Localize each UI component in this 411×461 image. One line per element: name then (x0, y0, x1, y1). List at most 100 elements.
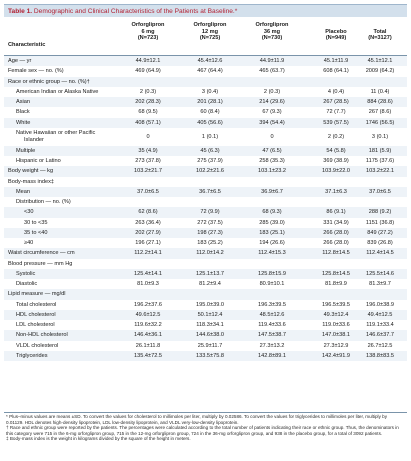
table-cell: 285 (39.0) (259, 219, 285, 226)
table-caption: Demographic and Clinical Characteristics… (33, 8, 238, 15)
row-label: Hispanic or Latino (16, 158, 61, 164)
table-row: <30 62 (8.6) 72 (9.9) 68 (9.3) 86 (9.1) 288 (… (4, 207, 407, 218)
table-cell: 112.8±14.5 (322, 250, 350, 257)
table-cell: 68 (9.5) (138, 109, 158, 116)
column-header-line: 6 mg (141, 28, 155, 35)
row-label: Lipid measure — mg/dl (8, 291, 66, 298)
column-header: Total (N=3127) (351, 22, 409, 42)
bottom-rule (4, 412, 407, 413)
row-label: Multiple (16, 147, 36, 154)
row-label: VLDL cholesterol (16, 342, 59, 349)
table-cell: 48.5±12.6 (259, 311, 285, 318)
table-cell: 884 (28.6) (367, 99, 393, 105)
table-cell: 196.3±39.5 (258, 301, 286, 308)
table-row: Systolic 125.4±14.1 125.1±13.7 125.8±15.9 12… (4, 268, 407, 279)
table-cell: 112.4±15.3 (258, 250, 286, 257)
table-row: Non-HDL cholesterol 146.4±36.1 144.6±38.0 1… (4, 330, 407, 341)
row-label: Blood pressure — mm Hg (8, 260, 73, 267)
table-cell: 44.9±11.9 (259, 58, 285, 64)
footnote: † Race and ethnic group were reported by… (6, 425, 399, 436)
table-cell: 2 (0.3) (139, 88, 157, 95)
table-cell: 44.9±12.1 (135, 58, 161, 64)
table-cell: 54 (5.8) (326, 147, 346, 154)
table-cell: 183 (25.2) (197, 240, 223, 246)
table-cell: 331 (34.9) (323, 219, 349, 226)
table-cell: 112.2±14.1 (134, 250, 162, 257)
table-cell: 469 (64.9) (135, 68, 161, 75)
table-cell: 119.6±32.2 (134, 322, 162, 328)
table-cell: 80.9±10.1 (259, 281, 285, 287)
table-row: Hispanic or Latino 273 (37.8) 275 (37.9) 25… (4, 156, 407, 166)
row-label: <30 (24, 209, 34, 216)
table-row: LDL cholesterol 119.6±32.2 118.3±34.1 119.4… (4, 320, 407, 330)
table-cell: 26.7±12.5 (367, 342, 393, 349)
table-cell: 11 (0.4) (370, 88, 390, 95)
table-cell: 138.8±83.5 (366, 352, 394, 359)
table-cell: 147.5±38.7 (258, 332, 286, 339)
column-header-line: (N=949) (325, 35, 347, 42)
table-cell: 266 (28.0) (323, 229, 349, 236)
table-cell: 288 (9.2) (368, 209, 392, 216)
table-cell: 25.9±11.7 (197, 342, 223, 349)
table-cell: 198 (27.3) (197, 229, 223, 236)
table-cell: 196.2±37.6 (134, 301, 162, 308)
row-label: Female sex — no. (%) (8, 68, 64, 75)
table-cell: 214 (29.6) (259, 99, 285, 105)
footnotes: * Plus–minus values are means ±SD. To co… (6, 414, 404, 442)
table-row: ≥40 196 (27.1) 183 (25.2) 194 (26.6) 266 (28… (4, 238, 407, 248)
table-row: White 408 (57.1) 405 (56.6) 394 (54.4) 539 (… (4, 117, 407, 128)
table-cell: 81.8±9.9 (325, 281, 347, 287)
table-cell: 49.6±12.5 (135, 311, 161, 318)
table-cell: 539 (57.5) (323, 119, 349, 126)
table-cell: 81.3±9.7 (369, 281, 391, 287)
row-label: Body-mass index‡ (8, 178, 55, 185)
table-row: HDL cholesterol 49.6±12.5 50.1±12.4 48.5±12… (4, 309, 407, 320)
table-cell: 3 (0.4) (201, 88, 219, 95)
table-cell: 272 (37.5) (197, 219, 223, 226)
table-cell: 202 (27.9) (135, 229, 161, 236)
table-cell: 45.4±12.6 (197, 58, 223, 64)
table-row: Body weight — kg 103.2±21.7 102.2±21.6 103.… (4, 166, 407, 177)
table-cell: 144.6±38.0 (196, 332, 224, 339)
table-cell: 60 (8.4) (200, 109, 220, 116)
table-cell: 119.1±33.4 (366, 322, 394, 328)
table-cell: 201 (28.1) (197, 99, 223, 105)
table-cell: 394 (54.4) (259, 119, 285, 126)
table-cell: 608 (64.1) (323, 68, 349, 75)
table-cell: 62 (8.6) (138, 209, 158, 216)
table-cell: 125.1±13.7 (196, 270, 224, 277)
column-header-line (351, 22, 409, 29)
row-label: Systolic (16, 270, 36, 277)
table-row: Body-mass index‡ (4, 177, 407, 187)
table-cell: 125.8±14.5 (322, 270, 350, 277)
table-cell: 146.6±37.7 (366, 332, 394, 339)
table-cell: 125.5±14.6 (366, 270, 394, 277)
footnote: ‡ Body-mass index is the weight in kilog… (6, 436, 191, 442)
row-label: Distribution — no. (%) (16, 199, 71, 205)
row-label: Total cholesterol (16, 301, 57, 308)
row-label: Race or ethnic group — no. (%)† (8, 78, 90, 85)
table-header: Characteristic Orforglipron 6 mg (N=723) Or… (4, 20, 407, 54)
table-cell: 103.1±23.2 (258, 168, 286, 175)
table-row: Total cholesterol 196.2±37.6 195.0±39.0 196… (4, 300, 407, 310)
table-row: Age — yr 44.9±12.1 45.4±12.6 44.9±11.9 45.1±… (4, 56, 407, 67)
row-label: Native Hawaiian or other Pacific Islander (16, 129, 96, 143)
row-label: American Indian or Alaska Native (16, 88, 99, 95)
table-cell: 68 (9.3) (262, 209, 282, 216)
table-cell: 36.7±6.5 (199, 188, 221, 195)
table-cell: 408 (57.1) (135, 119, 161, 126)
table-cell: 45.1±11.9 (323, 58, 349, 64)
table-cell: 27.3±13.2 (259, 342, 285, 349)
table-cell: 27.3±12.9 (323, 342, 349, 349)
table-cell: 103.2±21.7 (134, 168, 162, 175)
table-title: Table 1. Demographic and Clinical Charac… (4, 4, 407, 17)
table-row: Native Hawaiian or other Pacific Islander… (4, 128, 407, 146)
table-cell: 142.8±89.1 (258, 352, 286, 359)
column-header-line: Orforglipron (131, 22, 165, 28)
table-cell: 37.0±6.5 (369, 188, 391, 195)
table-cell: 112.0±14.2 (196, 250, 224, 257)
table-cell: 49.4±12.5 (367, 311, 393, 318)
table-cell: 133.5±75.8 (196, 352, 224, 359)
table-cell: 195.0±39.0 (196, 301, 224, 308)
table-body: Age — yr 44.9±12.1 45.4±12.6 44.9±11.9 45.1±… (4, 56, 407, 361)
